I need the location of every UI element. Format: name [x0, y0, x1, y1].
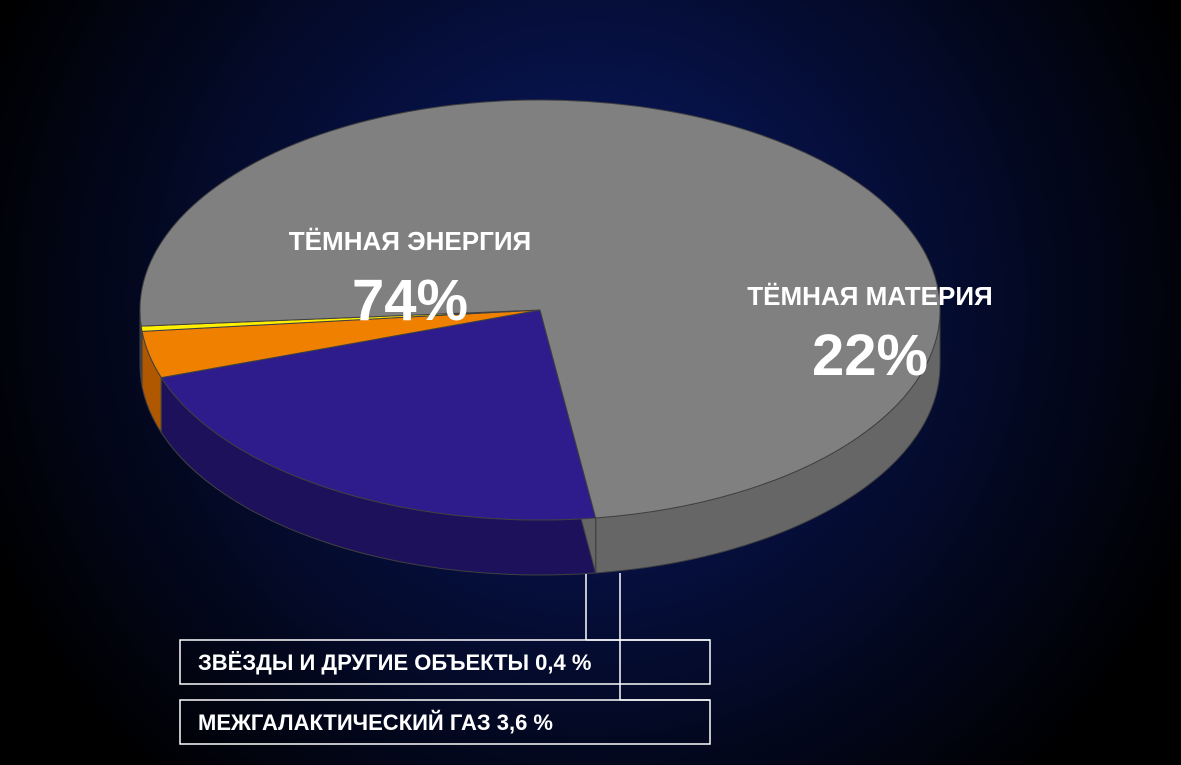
value-dark-energy: 74%	[352, 268, 468, 333]
callout-text-intergalactic_gas: МЕЖГАЛАКТИЧЕСКИЙ ГАЗ 3,6 %	[198, 710, 553, 735]
label-dark-energy: ТЁМНАЯ ЭНЕРГИЯ	[289, 226, 531, 256]
callout-text-stars: ЗВЁЗДЫ И ДРУГИЕ ОБЪЕКТЫ 0,4 %	[198, 650, 591, 675]
value-dark-matter: 22%	[812, 323, 928, 388]
pie-chart-stage: ТЁМНАЯ ЭНЕРГИЯ 74% ТЁМНАЯ МАТЕРИЯ 22% ЗВЁЗДЫ…	[0, 0, 1181, 765]
label-dark-matter: ТЁМНАЯ МАТЕРИЯ	[747, 281, 992, 311]
